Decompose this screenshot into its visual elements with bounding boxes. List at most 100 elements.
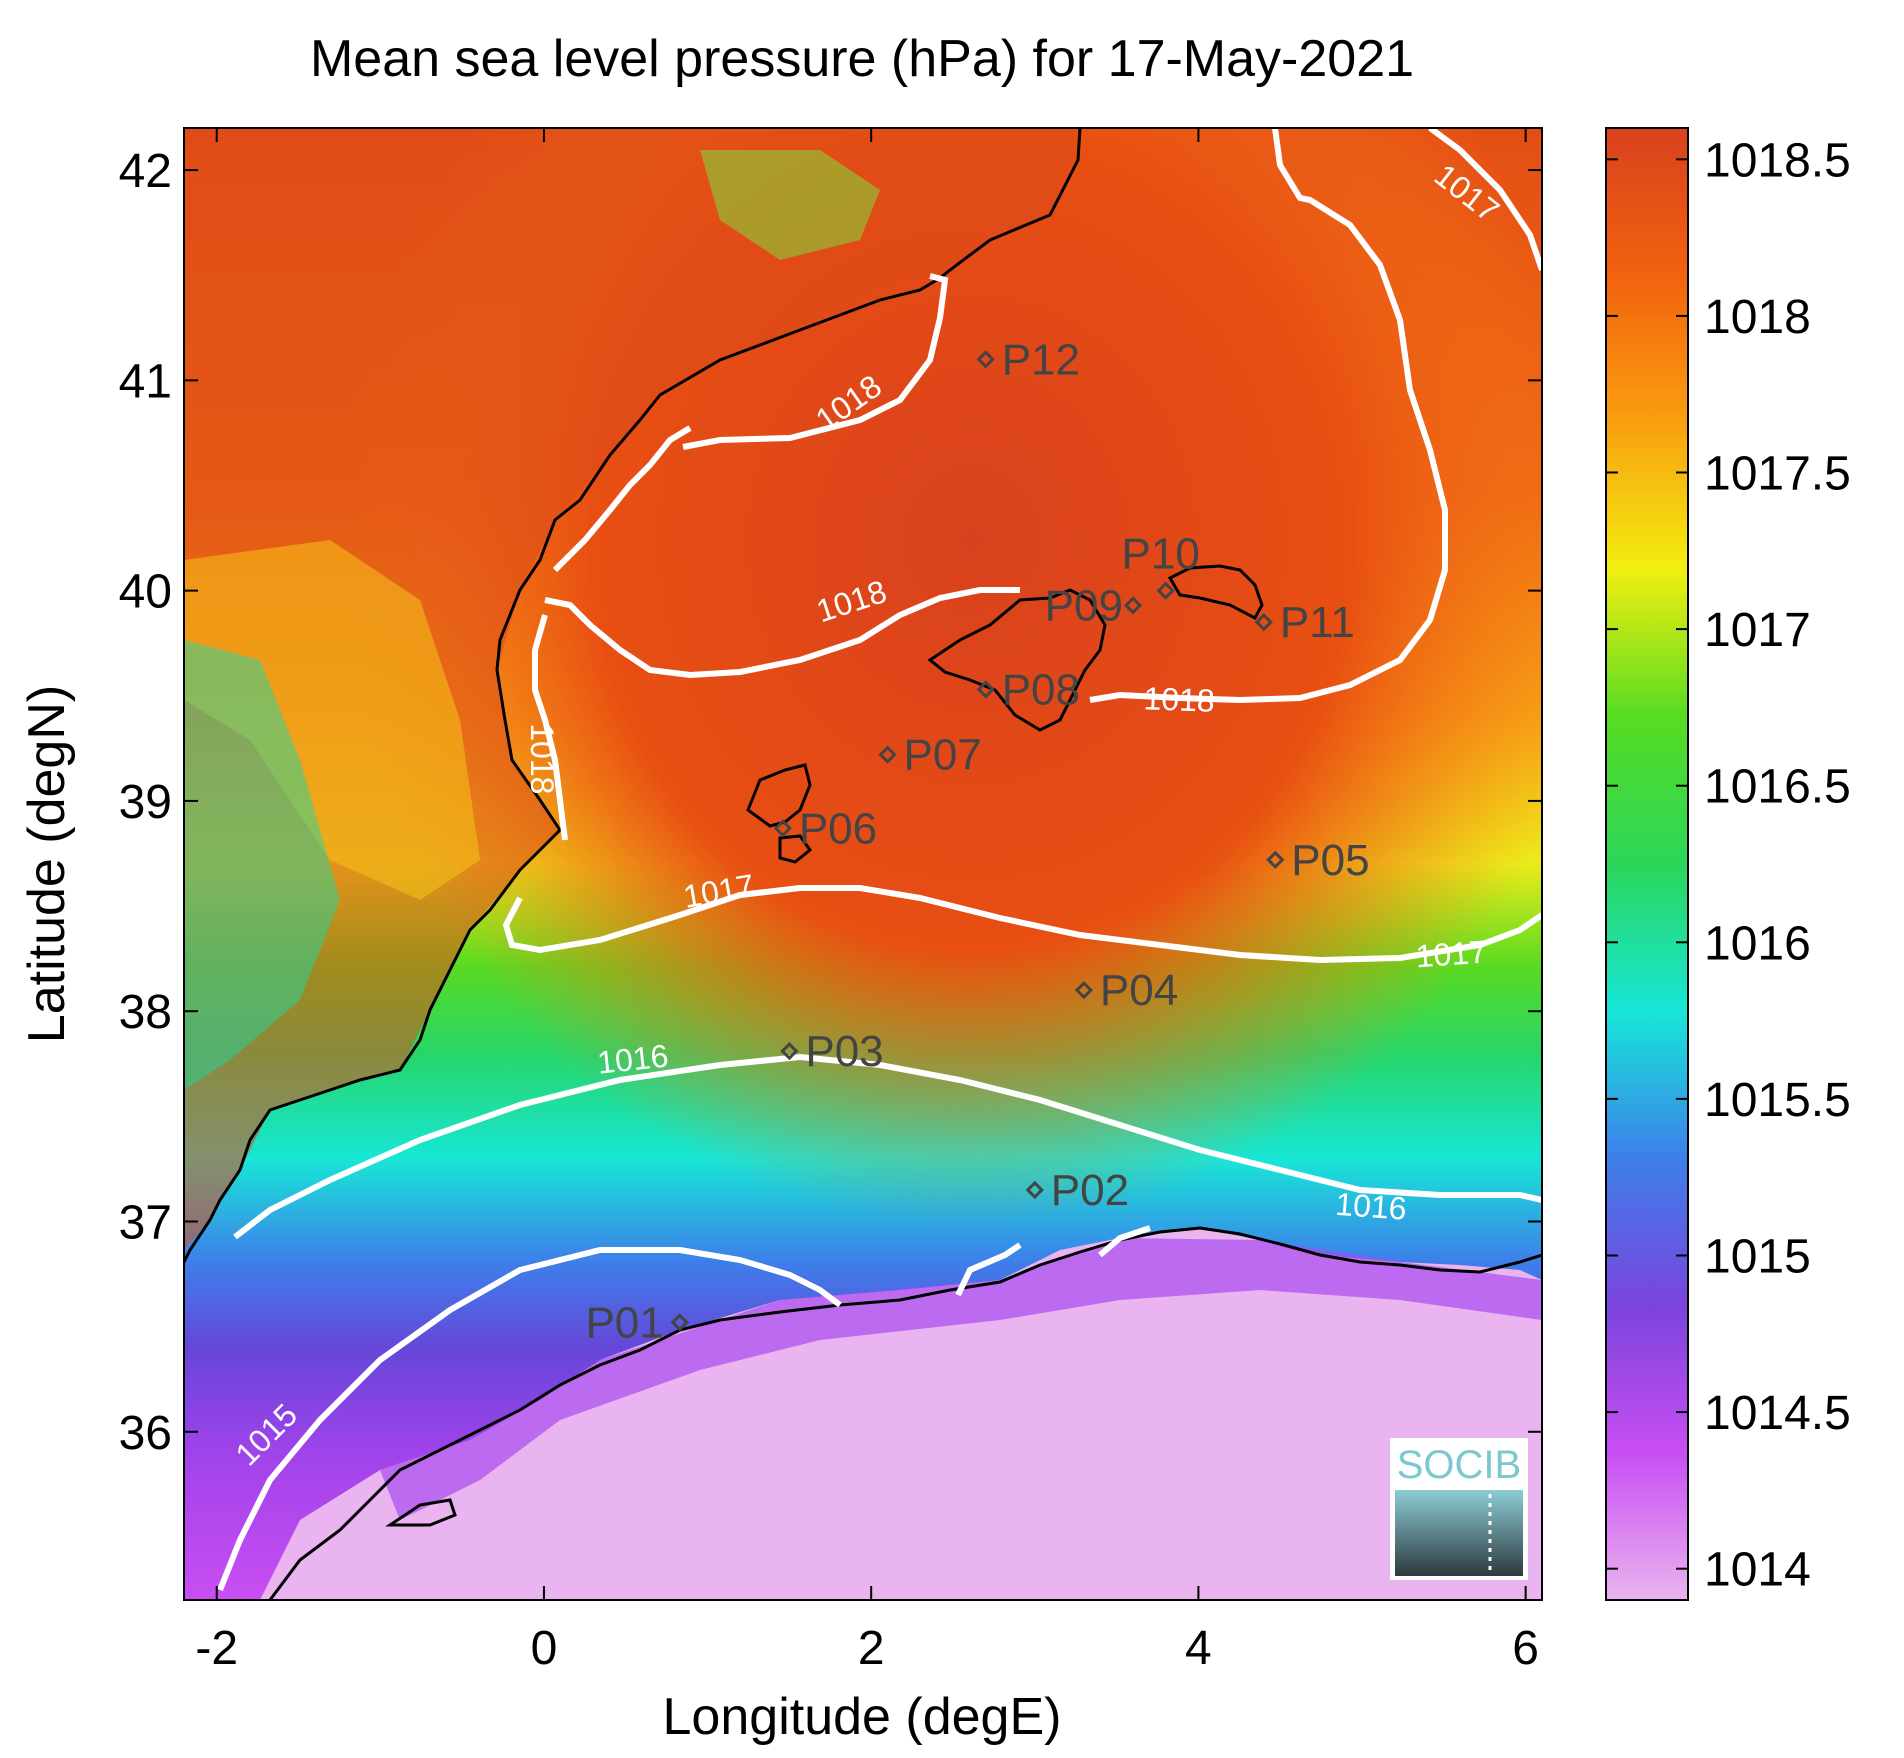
contour-label: 1016 [596,1038,671,1081]
socib-logo: SOCIB [1390,1438,1528,1580]
colorbar-tick-label: 1016.5 [1704,761,1851,814]
contour-label: 1018 [1143,680,1215,718]
station-label: P02 [1051,1166,1129,1215]
contour-1017-ne [1428,128,1542,271]
land-iberia [184,128,1080,1250]
station-label: P03 [805,1027,883,1076]
contour-1015-east-a [955,1242,1022,1297]
logo-image [1395,1490,1523,1576]
y-axis-label: Latitude (degN) [18,685,76,1043]
y-tick-label: 36 [119,1407,172,1460]
y-tick-label: 42 [119,145,172,198]
land-iberia-north-green [700,150,880,260]
colorbar: 1014 1014.5 1015 1015.5 1016 1016.5 1017 1017.5… [1605,127,1851,1601]
station-label: P04 [1100,966,1178,1015]
colorbar-fill [1606,128,1688,1600]
station-label: P10 [1122,530,1200,579]
land-africa [260,1228,1542,1600]
contour-1018-coast [552,425,692,573]
contour-label: 1016 [1334,1186,1408,1227]
colorbar-tick-label: 1016 [1704,917,1811,970]
x-tick-label: 6 [1512,1622,1539,1675]
contour-lines [217,128,1542,1592]
contour-1018-north [682,273,949,450]
colorbar-tick-label: 1017.5 [1704,448,1851,501]
x-axis-label: Longitude (degE) [663,1688,1062,1746]
station-label: P07 [904,731,982,780]
coastline-ibiza [746,763,812,828]
y-tick-label: 39 [119,776,172,829]
contour-1018-east [1089,128,1448,704]
colorbar-tick-label: 1015.5 [1704,1074,1851,1127]
coastline-africa [268,1226,1542,1600]
station-label: P05 [1291,836,1369,885]
station-p03: P03 [780,1027,884,1076]
station-marker [878,745,897,764]
station-marker [1123,596,1143,615]
colorbar-tick-label: 1018.5 [1704,134,1851,187]
station-marker [1254,613,1273,632]
contour-1018-west [532,614,568,841]
station-p12: P12 [976,335,1080,384]
y-tick-label: 40 [119,566,172,619]
station-marker [1156,581,1175,600]
contour-label: 1018 [524,723,560,794]
contour-1017 [502,885,1542,964]
x-tick-label: 4 [1185,1622,1212,1675]
station-marker [976,680,995,699]
station-label: P09 [1045,581,1123,630]
station-p04: P04 [1074,966,1178,1015]
station-p08: P08 [976,665,1080,714]
colorbar-frame [1605,127,1689,1601]
x-tick-label: -2 [195,1622,238,1675]
colorbar-tick-label: 1018 [1704,291,1811,344]
x-tick-label: 0 [531,1622,558,1675]
colorbar-tick-label: 1014.5 [1704,1387,1851,1440]
plot-frame [183,127,1543,1601]
y-axis: 36 37 38 39 40 41 42 [119,145,1542,1460]
coastline-menorca [1167,564,1264,621]
coastline-iberia [184,128,1082,1263]
colorbar-tick-label: 1015 [1704,1230,1811,1283]
logo-text: SOCIB [1397,1443,1521,1487]
y-tick-label: 38 [119,986,172,1039]
station-marker [773,819,792,838]
coastlines [184,128,1542,1600]
station-p06: P06 [773,804,877,853]
station-label: P06 [799,804,877,853]
station-marker [780,1042,799,1061]
station-marker [1025,1180,1044,1200]
station-marker [976,350,995,369]
station-p02: P02 [1025,1166,1129,1215]
contour-1015 [217,1247,842,1592]
y-tick-label: 41 [119,355,172,408]
station-p09: P09 [1045,581,1143,630]
station-label: P08 [1002,665,1080,714]
coastline-formentera [778,834,813,864]
station-marker [1266,850,1285,869]
station-p10: P10 [1122,530,1200,600]
contour-1016 [233,1053,1542,1240]
land-iberia-green-patches [184,640,340,1090]
y-tick-label: 37 [119,1196,172,1249]
colorbar-tick-label: 1014 [1704,1544,1811,1597]
station-label: P12 [1002,335,1080,384]
land-iberia-coast-band [184,540,480,900]
contour-1015-east-b [1098,1225,1151,1258]
coastline-alboran [385,1498,457,1527]
station-label: P11 [1280,598,1355,647]
chart-title: Mean sea level pressure (hPa) for 17-May… [310,30,1414,88]
station-marker [670,1313,689,1332]
station-p11: P11 [1254,598,1355,647]
contour-label: 1017 [1414,934,1488,975]
station-p01: P01 [585,1298,689,1347]
x-axis: -2 0 2 4 6 [195,128,1539,1675]
station-marker [1074,981,1094,1000]
colorbar-tick-label: 1017 [1704,604,1811,657]
x-tick-label: 2 [858,1622,885,1675]
station-p05: P05 [1266,836,1370,885]
station-label: P01 [585,1298,663,1347]
contour-1018-central [544,587,1020,679]
station-p07: P07 [878,731,982,780]
